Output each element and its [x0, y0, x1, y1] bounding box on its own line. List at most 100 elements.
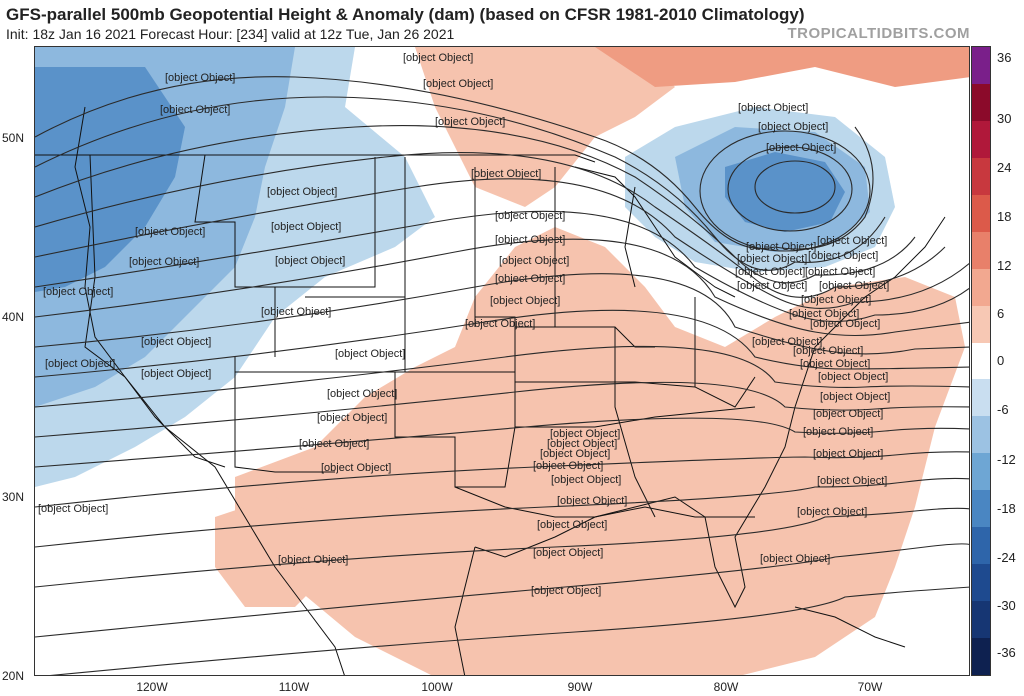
colorbar-segment	[972, 83, 990, 122]
contour-label: [object Object]	[537, 519, 607, 531]
contour-label: [object Object]	[817, 475, 887, 487]
colorbar-label: -30	[997, 598, 1016, 613]
contour-label: [object Object]	[793, 345, 863, 357]
colorbar-label: -24	[997, 550, 1016, 565]
contour-labels: [object Object] [object Object] [object …	[38, 52, 890, 597]
contour-label: [object Object]	[495, 234, 565, 246]
brand-watermark: TROPICALTIDBITS.COM	[787, 25, 970, 42]
colorbar-segment	[972, 268, 990, 307]
contour-label: [object Object]	[557, 495, 627, 507]
contour-label: [object Object]	[141, 336, 211, 348]
contour-label: [object Object]	[135, 226, 205, 238]
contour-label: [object Object]	[403, 52, 473, 64]
contour-label: [object Object]	[818, 371, 888, 383]
contour-label: [object Object]	[327, 388, 397, 400]
map-subtitle: Init: 18z Jan 16 2021 Forecast Hour: [23…	[6, 26, 455, 42]
colorbar-segment	[972, 453, 990, 491]
contour-label: [object Object]	[737, 280, 807, 292]
lat-label-20n: 20N	[2, 669, 25, 683]
colorbar-label: 24	[997, 160, 1012, 175]
colorbar-label: 36	[997, 50, 1012, 65]
contour-label: [object Object]	[160, 104, 230, 116]
contour-label: [object Object]	[805, 266, 875, 278]
contour-label: [object Object]	[789, 308, 859, 320]
political-borders	[35, 154, 756, 518]
colorbar-segment	[972, 490, 990, 528]
colorbar-segment	[972, 527, 990, 565]
coastlines	[74, 106, 946, 675]
lat-label-30n: 30N	[2, 490, 25, 504]
contour-label: [object Object]	[738, 102, 808, 114]
colorbar-segment	[972, 120, 990, 159]
colorbar-segment	[972, 194, 990, 233]
contour-label: [object Object]	[813, 448, 883, 460]
colorbar-segment	[972, 231, 990, 270]
lon-label-120w: 120W	[136, 680, 168, 694]
contour-label: [object Object]	[335, 348, 405, 360]
contour-label: [object Object]	[267, 186, 337, 198]
lon-label-90w: 90W	[567, 680, 593, 694]
anomaly-south-warm	[235, 227, 965, 675]
contour-label: [object Object]	[43, 286, 113, 298]
contour-label: [object Object]	[141, 368, 211, 380]
colorbar-label: 0	[997, 353, 1005, 368]
contour-label: [object Object]	[766, 142, 836, 154]
contour-label: [object Object]	[278, 554, 348, 566]
contour-label: [object Object]	[275, 255, 345, 267]
contour-label: [object Object]	[533, 547, 603, 559]
contour-label: [object Object]	[758, 121, 828, 133]
contour-label: [object Object]	[321, 462, 391, 474]
contour-label: [object Object]	[813, 408, 883, 420]
colorbar-label: 12	[997, 258, 1012, 273]
contour-label: [object Object]	[820, 391, 890, 403]
contour-label: [object Object]	[797, 506, 867, 518]
contour-label: [object Object]	[495, 273, 565, 285]
colorbar-segment	[972, 638, 990, 676]
colorbar-label: 18	[997, 209, 1012, 224]
colorbar-segment	[972, 157, 990, 196]
contour-label: [object Object]	[531, 585, 601, 597]
lon-label-110w: 110W	[278, 680, 310, 694]
map-title: GFS-parallel 500mb Geopotential Height &…	[6, 5, 805, 24]
colorbar-segment	[972, 379, 990, 417]
contour-label: [object Object]	[317, 412, 387, 424]
contour-label: [object Object]	[737, 253, 807, 265]
anomaly-mexico-warm	[215, 497, 335, 607]
contour-label: [object Object]	[746, 241, 816, 253]
contour-label: [object Object]	[423, 78, 493, 90]
colorbar-segment	[972, 47, 990, 85]
contour-label: [object Object]	[819, 280, 889, 292]
contour-label: [object Object]	[540, 448, 610, 460]
contour-label: [object Object]	[261, 306, 331, 318]
contour-label: [object Object]	[808, 250, 878, 262]
contour-label: [object Object]	[299, 438, 369, 450]
lon-label-80w: 80W	[713, 680, 739, 694]
map-panel: [object Object] [object Object] [object …	[34, 46, 970, 676]
contour-label: [object Object]	[499, 255, 569, 267]
contour-label: [object Object]	[129, 256, 199, 268]
colorbar-label: -12	[997, 452, 1016, 467]
contour-label: [object Object]	[801, 294, 871, 306]
contour-label: [object Object]	[817, 235, 887, 247]
anomaly-west-deep	[35, 67, 185, 292]
colorbar-segment	[972, 342, 990, 380]
lon-label-100w: 100W	[421, 680, 453, 694]
colorbar-label: 6	[997, 306, 1005, 321]
height-contours	[35, 76, 969, 675]
contour-label: [object Object]	[471, 168, 541, 180]
colorbar-label: -6	[997, 402, 1009, 417]
colorbar-segment	[972, 416, 990, 454]
colorbar-label: -18	[997, 501, 1016, 516]
contour-label: [object Object]	[550, 428, 620, 440]
anomaly-north-deep	[595, 47, 969, 87]
lat-label-50n: 50N	[2, 131, 25, 145]
contour-label: [object Object]	[495, 210, 565, 222]
header: GFS-parallel 500mb Geopotential Height &…	[0, 0, 1024, 46]
contour-label: [object Object]	[490, 295, 560, 307]
contour-label: [object Object]	[465, 318, 535, 330]
contour-label: [object Object]	[533, 460, 603, 472]
anomaly-north-warm	[415, 47, 675, 207]
colorbar-segment	[972, 305, 990, 344]
contour-label: [object Object]	[760, 553, 830, 565]
contour-label: [object Object]	[810, 318, 880, 330]
